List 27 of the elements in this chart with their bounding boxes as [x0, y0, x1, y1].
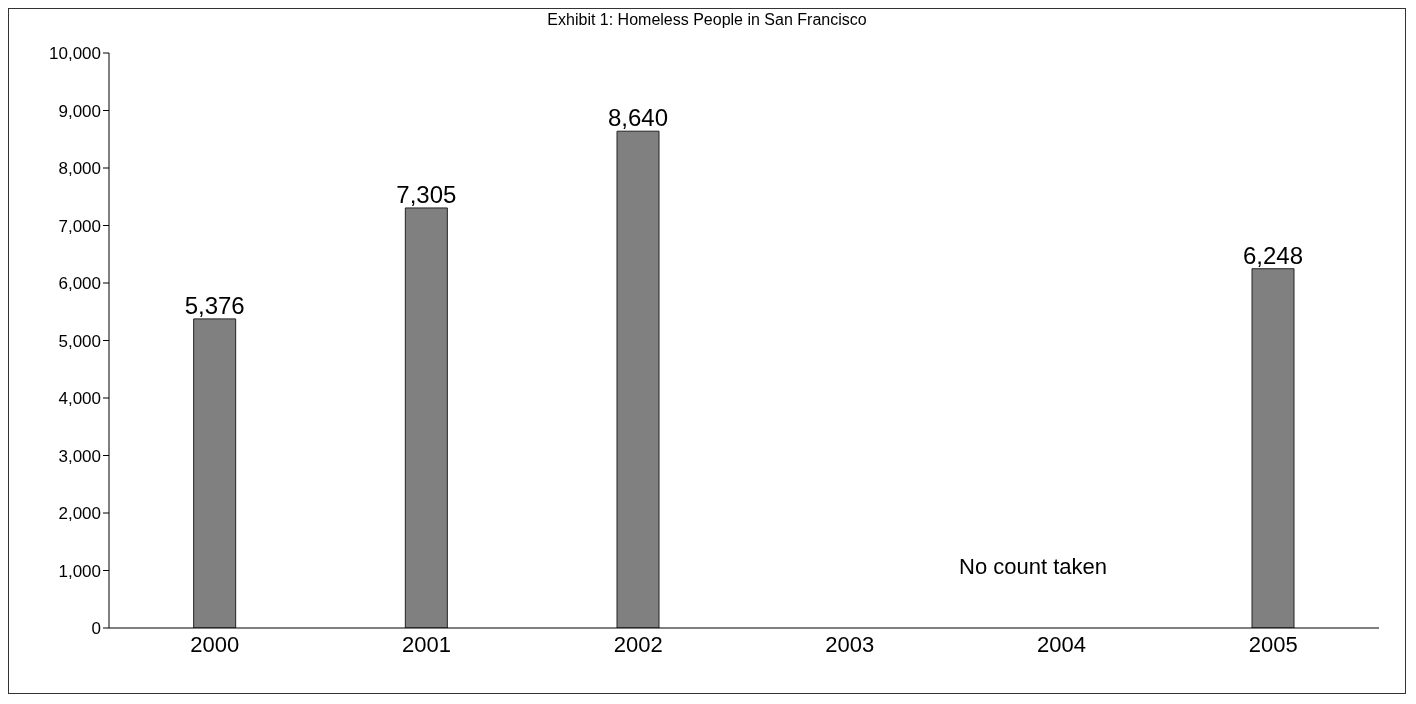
- y-tick-label: 3,000: [58, 446, 101, 466]
- y-tick-label: 2,000: [58, 504, 101, 524]
- bar: [193, 318, 237, 628]
- bar: [404, 207, 448, 628]
- annotation: No count taken: [959, 554, 1107, 580]
- y-tick-label: 1,000: [58, 561, 101, 581]
- y-tick-label: 6,000: [58, 274, 101, 294]
- y-tick-label: 9,000: [58, 101, 101, 121]
- data-label: 5,376: [184, 291, 245, 319]
- chart-title: Exhibit 1: Homeless People in San Francisco: [546, 10, 868, 30]
- y-tick-label: 8,000: [58, 159, 101, 179]
- y-tick-label: 10,000: [49, 44, 101, 64]
- data-label: 8,640: [607, 104, 669, 132]
- y-tick-label: 0: [91, 619, 101, 639]
- bar: [616, 130, 660, 628]
- data-label: 7,305: [396, 180, 457, 208]
- y-tick-label: 4,000: [58, 389, 101, 409]
- x-tick-label: 2000: [190, 631, 240, 657]
- x-tick-label: 2004: [1037, 631, 1086, 657]
- x-tick-label: 2005: [1248, 631, 1298, 657]
- x-tick-label: 2001: [402, 631, 451, 657]
- y-tick-label: 5,000: [58, 331, 101, 351]
- x-tick-label: 2003: [825, 631, 875, 657]
- bar: [1251, 268, 1295, 628]
- data-label: 6,248: [1242, 241, 1304, 269]
- x-tick-label: 2002: [613, 631, 663, 657]
- y-tick-label: 7,000: [58, 216, 101, 236]
